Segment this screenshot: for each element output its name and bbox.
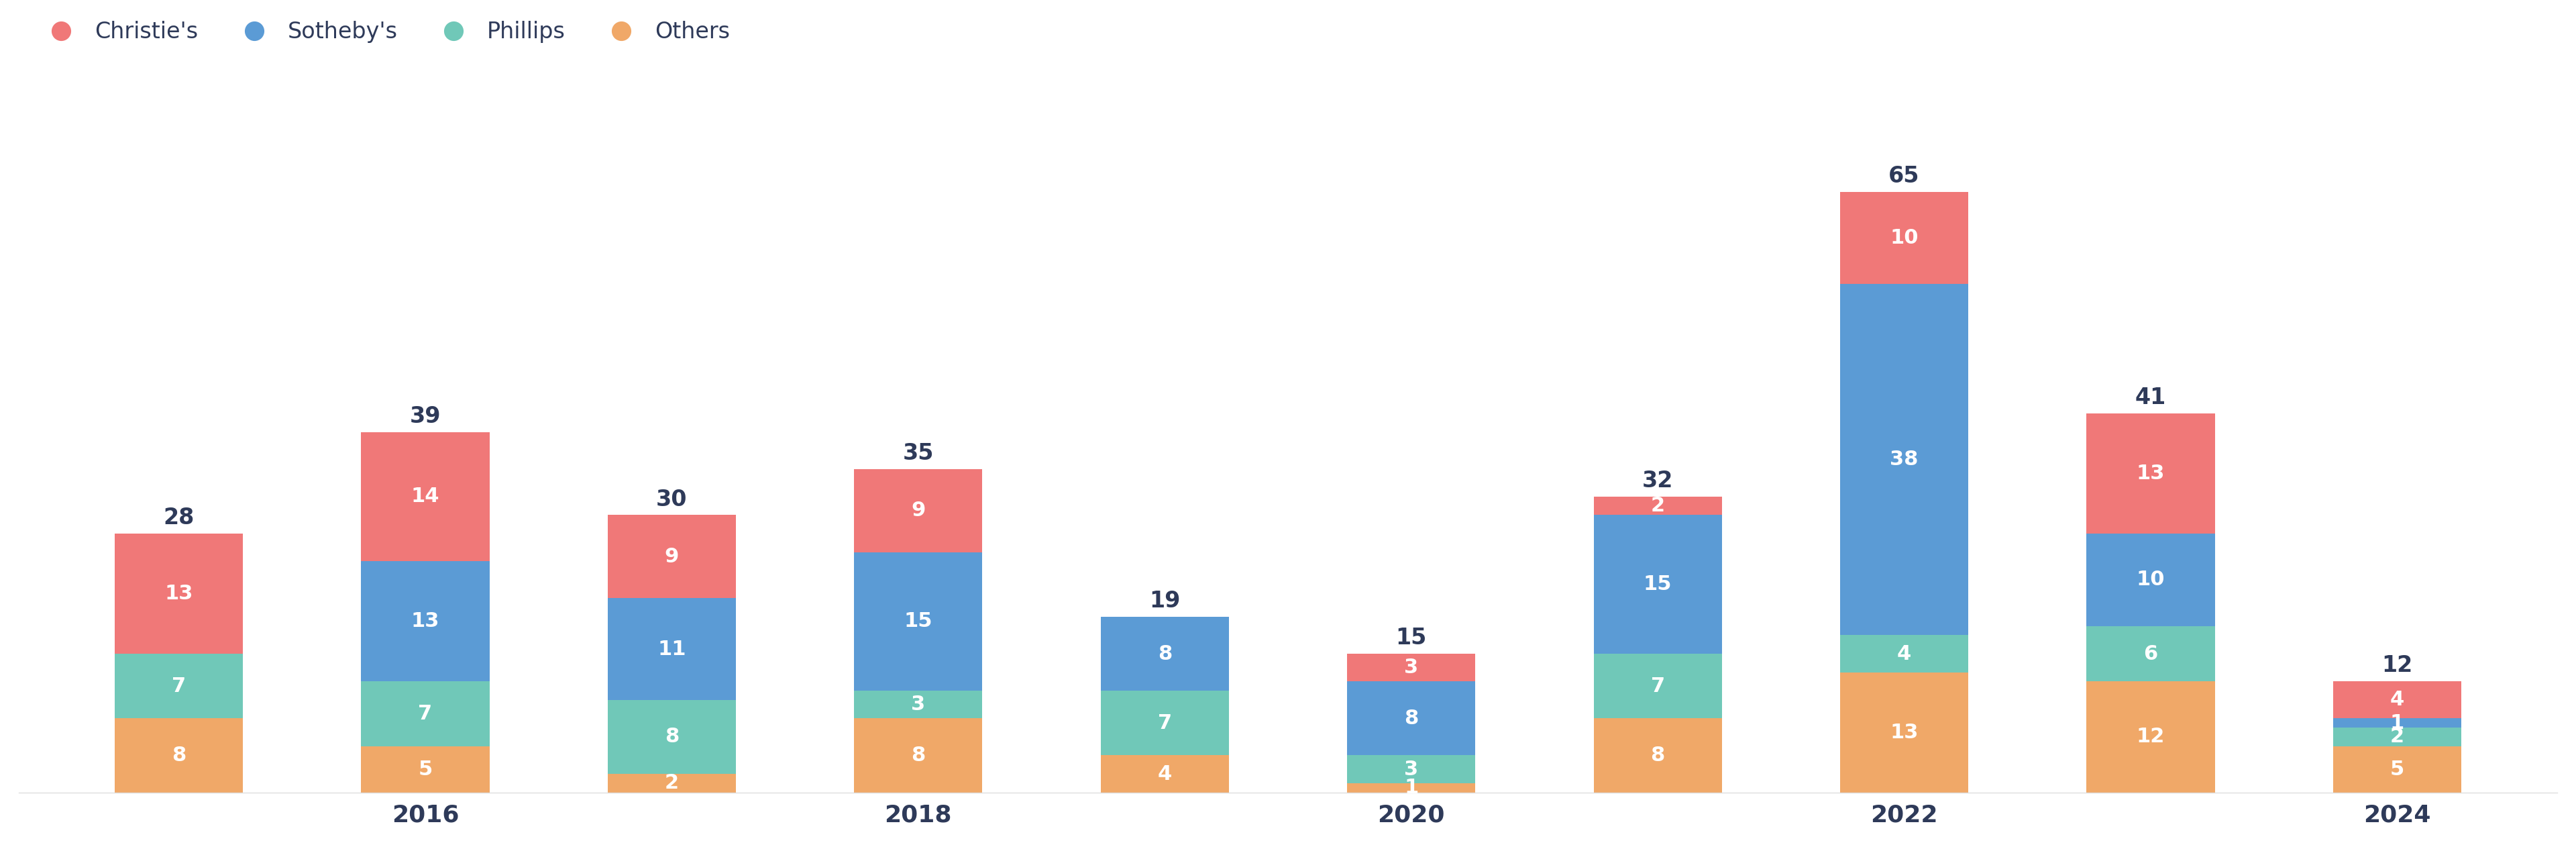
Bar <box>608 700 737 774</box>
Text: 28: 28 <box>162 507 193 529</box>
Text: 2: 2 <box>2391 728 2403 747</box>
Text: 8: 8 <box>912 745 925 765</box>
Text: 4: 4 <box>2391 690 2403 710</box>
Bar <box>361 681 489 746</box>
Bar <box>2334 746 2460 793</box>
Text: 13: 13 <box>2136 464 2164 483</box>
Text: 2: 2 <box>665 773 680 793</box>
Text: 3: 3 <box>1404 760 1419 779</box>
Bar <box>1347 681 1476 755</box>
Bar <box>608 598 737 700</box>
Text: 9: 9 <box>912 501 925 521</box>
Text: 4: 4 <box>1157 764 1172 783</box>
Text: 12: 12 <box>2383 655 2414 677</box>
Text: 12: 12 <box>2136 728 2164 747</box>
Text: 10: 10 <box>2136 570 2164 590</box>
Bar <box>116 654 242 718</box>
Text: 2: 2 <box>1651 496 1664 515</box>
Text: 7: 7 <box>1651 676 1664 695</box>
Bar <box>855 552 981 690</box>
Text: 35: 35 <box>902 442 935 464</box>
Bar <box>1100 755 1229 793</box>
Text: 39: 39 <box>410 405 440 428</box>
Legend: Christie's, Sotheby's, Phillips, Others: Christie's, Sotheby's, Phillips, Others <box>31 12 739 52</box>
Text: 7: 7 <box>173 676 185 695</box>
Bar <box>2087 533 2215 626</box>
Bar <box>1839 635 1968 673</box>
Text: 8: 8 <box>1651 745 1664 765</box>
Text: 13: 13 <box>1891 722 1919 742</box>
Text: 8: 8 <box>173 745 185 765</box>
Bar <box>855 469 981 552</box>
Text: 9: 9 <box>665 547 680 566</box>
Bar <box>1839 192 1968 284</box>
Bar <box>361 432 489 561</box>
Text: 15: 15 <box>904 612 933 631</box>
Text: 7: 7 <box>1157 713 1172 733</box>
Text: 15: 15 <box>1643 575 1672 594</box>
Bar <box>1595 497 1721 515</box>
Bar <box>1595 654 1721 718</box>
Bar <box>116 533 242 654</box>
Bar <box>2334 728 2460 746</box>
Bar <box>1347 755 1476 783</box>
Text: 8: 8 <box>1157 644 1172 663</box>
Bar <box>2087 626 2215 681</box>
Bar <box>1100 617 1229 690</box>
Bar <box>1839 284 1968 635</box>
Bar <box>1100 690 1229 755</box>
Bar <box>608 774 737 793</box>
Text: 32: 32 <box>1641 470 1674 492</box>
Bar <box>1839 673 1968 793</box>
Text: 5: 5 <box>417 760 433 779</box>
Bar <box>2334 718 2460 728</box>
Bar <box>1595 515 1721 654</box>
Text: 13: 13 <box>165 584 193 603</box>
Bar <box>1347 783 1476 793</box>
Text: 8: 8 <box>665 728 680 747</box>
Text: 5: 5 <box>2391 760 2403 779</box>
Text: 14: 14 <box>412 487 440 506</box>
Text: 38: 38 <box>1891 450 1919 469</box>
Bar <box>855 690 981 718</box>
Bar <box>855 718 981 793</box>
Text: 65: 65 <box>1888 165 1919 187</box>
Bar <box>361 746 489 793</box>
Bar <box>361 561 489 681</box>
Bar <box>116 718 242 793</box>
Text: 19: 19 <box>1149 590 1180 612</box>
Text: 10: 10 <box>1891 228 1919 248</box>
Text: 3: 3 <box>912 695 925 714</box>
Text: 6: 6 <box>2143 644 2159 663</box>
Text: 15: 15 <box>1396 627 1427 649</box>
Text: 8: 8 <box>1404 709 1419 728</box>
Text: 1: 1 <box>2391 713 2403 733</box>
Bar <box>2087 681 2215 793</box>
Text: 3: 3 <box>1404 658 1419 678</box>
Bar <box>2087 413 2215 533</box>
Text: 1: 1 <box>1404 778 1419 798</box>
Bar <box>608 515 737 598</box>
Bar <box>2334 681 2460 718</box>
Bar <box>1595 718 1721 793</box>
Bar <box>1347 654 1476 681</box>
Text: 41: 41 <box>2136 387 2166 409</box>
Text: 11: 11 <box>657 640 685 659</box>
Text: 7: 7 <box>417 704 433 723</box>
Text: 13: 13 <box>412 612 440 631</box>
Text: 4: 4 <box>1896 644 1911 663</box>
Text: 30: 30 <box>657 488 688 510</box>
